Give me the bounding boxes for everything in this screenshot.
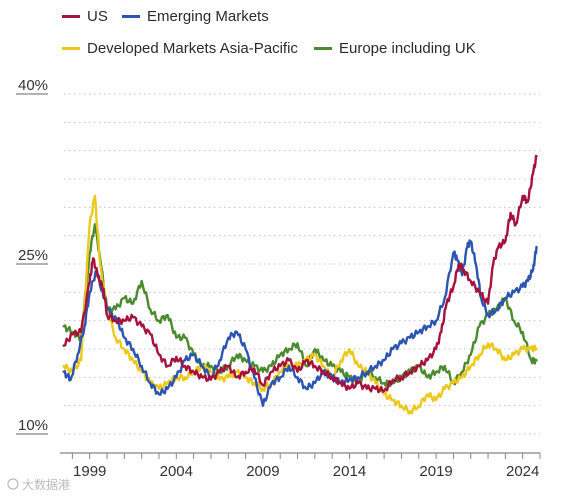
x-tick-label: 2014 xyxy=(333,463,366,480)
legend-swatch-emerging-markets xyxy=(122,15,140,18)
legend-label-emerging-markets: Emerging Markets xyxy=(147,8,269,25)
x-tick-label: 2024 xyxy=(506,463,539,480)
x-tick-label: 2009 xyxy=(246,463,279,480)
watermark: 大数据港 xyxy=(7,477,70,492)
legend-label-europe-uk: Europe including UK xyxy=(339,40,476,57)
x-tick-label: 1999 xyxy=(73,463,106,480)
y-tick-label: 10% xyxy=(18,417,48,434)
x-axis: 1999 2004 2009 2014 2019 2024 xyxy=(60,452,541,480)
legend-label-us: US xyxy=(87,8,108,25)
chart-grid xyxy=(16,93,540,435)
series-line-emerging-markets xyxy=(62,239,538,407)
watermark-text: 大数据港 xyxy=(22,477,70,492)
y-tick-label: 25% xyxy=(18,247,48,264)
legend-item-us: US xyxy=(62,8,108,25)
legend-item-europe-uk: Europe including UK xyxy=(314,40,476,57)
legend-item-developed-asia-pacific: Developed Markets Asia-Pacific xyxy=(62,40,298,57)
series-line-us xyxy=(62,154,538,394)
legend-swatch-europe-uk xyxy=(314,47,332,50)
chart-series xyxy=(62,154,538,415)
x-tick-label: 2004 xyxy=(160,463,193,480)
legend-label-developed-asia-pacific: Developed Markets Asia-Pacific xyxy=(87,40,298,57)
y-axis: 40% 25% 10% xyxy=(18,77,48,434)
watermark-logo-icon xyxy=(7,478,19,490)
legend-item-emerging-markets: Emerging Markets xyxy=(122,8,269,25)
legend-swatch-us xyxy=(62,15,80,18)
series-line-developed-asia-pacific xyxy=(62,194,538,415)
x-tick-label: 2019 xyxy=(419,463,452,480)
y-tick-label: 40% xyxy=(18,77,48,94)
legend-swatch-developed-asia-pacific xyxy=(62,47,80,50)
